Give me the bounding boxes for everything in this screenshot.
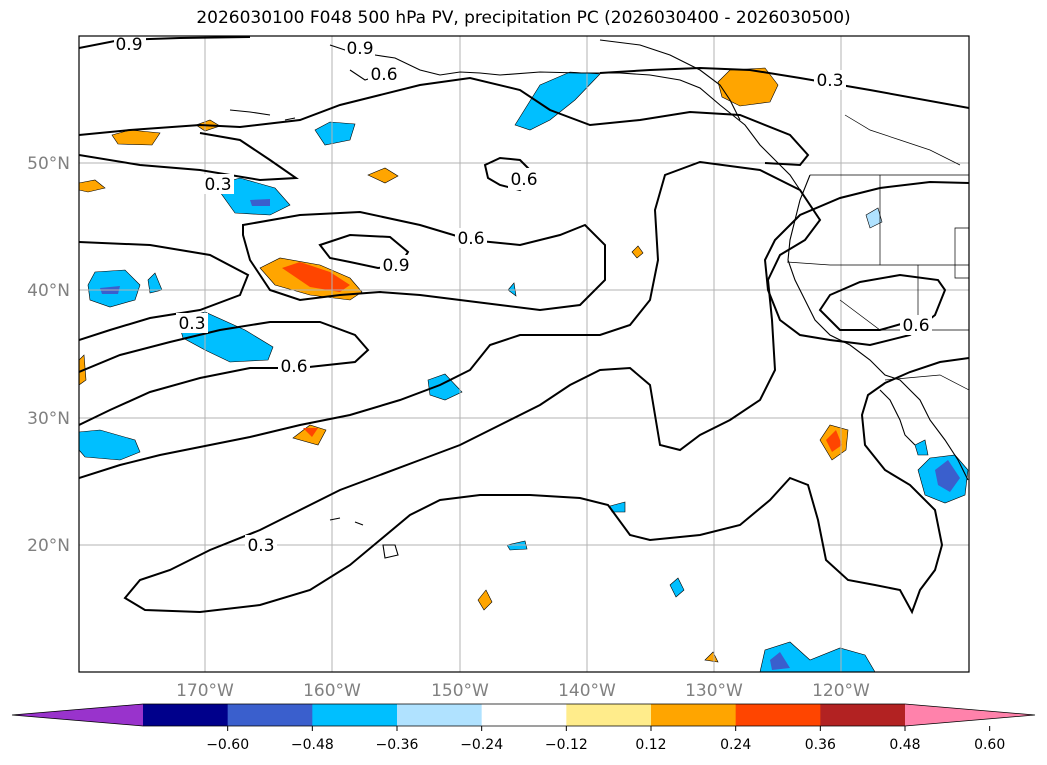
pv-contours	[79, 36, 969, 615]
colorbar-tick-label: 0.48	[889, 737, 920, 753]
colorbar-tick-label: 0.12	[635, 737, 666, 753]
lon-label-140w: 140°W	[558, 681, 616, 701]
contour-label: 0.6	[457, 229, 484, 249]
colorbar-segment	[820, 704, 906, 726]
colorbar-tick-label: 0.36	[805, 737, 836, 753]
colorbar-segment	[481, 704, 567, 726]
colorbar-segments	[11, 703, 1036, 727]
colorbar-tick-label: −0.48	[291, 737, 334, 753]
map-panel: 0.9 0.9 0.6 0.3 0.6 0.3 0.6 0.9 0.3 0.6 …	[79, 35, 969, 672]
contour-label: 0.6	[510, 170, 537, 190]
colorbar-tick-label: −0.12	[545, 737, 588, 753]
colorbar-extend-min	[12, 704, 143, 726]
colorbar-tick-label: 0.24	[720, 737, 751, 753]
colorbar-segment	[651, 704, 737, 726]
lon-label-170w: 170°W	[176, 681, 234, 701]
contour-label: 0.6	[902, 316, 929, 336]
map-frame	[78, 35, 970, 673]
colorbar-tick-label: −0.24	[460, 737, 503, 753]
lat-label-50n: 50°N	[27, 154, 70, 174]
contour-label: 0.6	[370, 65, 397, 85]
contour-label: 0.9	[382, 256, 409, 276]
lat-label-40n: 40°N	[27, 281, 70, 301]
map-title: 2026030100 F048 500 hPa PV, precipitatio…	[196, 8, 851, 28]
contour-label: 0.9	[346, 39, 373, 59]
colorbar: −0.60 −0.48 −0.36 −0.24 −0.12 0.12 0.24 0.36 0.4…	[11, 703, 1036, 753]
lat-label-20n: 20°N	[27, 536, 70, 556]
colorbar-segment	[312, 704, 398, 726]
colorbar-segment	[735, 704, 821, 726]
colorbar-tick-label: −0.60	[206, 737, 249, 753]
colorbar-ticks: −0.60 −0.48 −0.36 −0.24 −0.12 0.12 0.24 0.36 0.4…	[206, 726, 1005, 753]
lon-label-160w: 160°W	[303, 681, 361, 701]
colorbar-segment	[566, 704, 652, 726]
contour-labels: 0.9 0.9 0.6 0.3 0.6 0.3 0.6 0.9 0.3 0.6 …	[114, 35, 932, 556]
contour-label: 0.3	[178, 314, 205, 334]
lon-label-120w: 120°W	[812, 681, 870, 701]
colorbar-tick-label: −0.36	[376, 737, 419, 753]
longitude-labels: 170°W 160°W 150°W 140°W 130°W 120°W	[176, 681, 870, 701]
lat-label-30n: 30°N	[27, 409, 70, 429]
latitude-labels: 50°N 40°N 30°N 20°N	[27, 154, 70, 556]
colorbar-extend-max	[905, 704, 1035, 726]
contour-label: 0.3	[247, 536, 274, 556]
colorbar-segment	[397, 704, 483, 726]
colorbar-tick-label: 0.60	[974, 737, 1005, 753]
contour-label: 0.3	[204, 175, 231, 195]
colorbar-segment	[227, 704, 313, 726]
contour-label: 0.6	[280, 357, 307, 377]
contour-label: 0.3	[816, 71, 843, 91]
lon-label-130w: 130°W	[685, 681, 743, 701]
lon-label-150w: 150°W	[431, 681, 489, 701]
precip-field	[79, 67, 969, 672]
colorbar-segment	[143, 704, 229, 726]
contour-label: 0.9	[115, 35, 142, 55]
precip-strong-positive	[282, 262, 842, 452]
